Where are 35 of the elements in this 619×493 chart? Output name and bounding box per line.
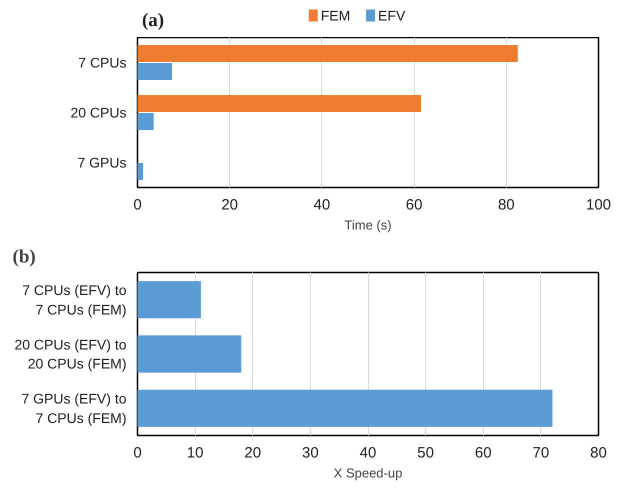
x-tick-label: 60 <box>406 196 422 214</box>
chart-title: (b) <box>12 246 36 268</box>
bar <box>138 94 422 112</box>
x-tick-label: 80 <box>590 444 607 462</box>
x-tick-label: 100 <box>586 196 612 214</box>
x-tick-label: 20 <box>244 444 262 462</box>
x-tick-label: 50 <box>417 444 434 462</box>
x-tick-label: 30 <box>302 444 319 462</box>
x-tick-label: 40 <box>360 444 376 462</box>
x-tick-label: 70 <box>532 444 550 462</box>
x-tick-label: 0 <box>133 444 142 462</box>
legend-label: FEM <box>320 8 350 24</box>
bar <box>138 62 172 80</box>
y-tick-label: 20 CPUs <box>70 104 127 120</box>
y-tick-label: 20 CPUs (EFV) to 20 CPUs (FEM) <box>14 336 127 372</box>
chart-title: (a) <box>142 10 164 31</box>
y-tick-label: 7 GPUs (EFV) to 7 CPUs (FEM) <box>21 390 127 426</box>
x-tick-label: 20 <box>221 196 238 214</box>
y-tick-label: 7 CPUs <box>78 54 126 70</box>
x-axis-title: X Speed-up <box>334 466 402 480</box>
bar <box>138 112 154 130</box>
x-tick-label: 80 <box>498 196 515 214</box>
bar <box>138 281 201 318</box>
x-axis-title: Time (s) <box>344 218 392 232</box>
x-tick-label: 10 <box>186 444 204 462</box>
bar <box>138 335 242 373</box>
bar <box>138 390 552 427</box>
bar <box>138 162 144 180</box>
y-tick-label: 7 CPUs (EFV) to 7 CPUs (FEM) <box>22 282 127 318</box>
y-tick-label: 7 GPUs <box>77 154 126 170</box>
x-tick-label: 60 <box>474 444 492 462</box>
bar <box>138 44 518 62</box>
x-tick-label: 40 <box>314 196 330 214</box>
legend-label: EFV <box>378 8 406 24</box>
x-tick-label: 0 <box>133 196 142 214</box>
